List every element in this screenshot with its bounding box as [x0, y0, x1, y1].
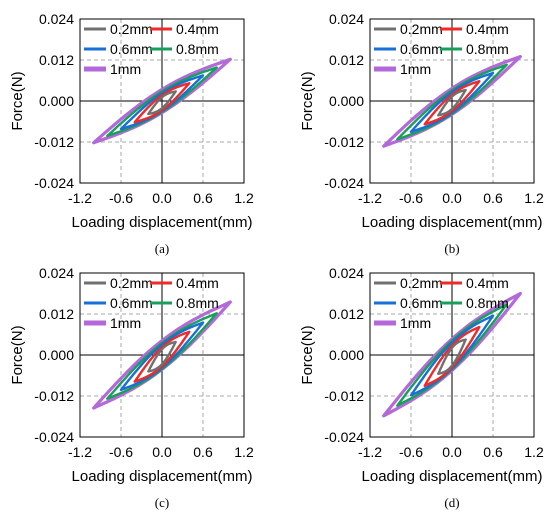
legend-label: 0.8mm	[176, 41, 219, 57]
y-tick-label: 0.012	[329, 52, 364, 68]
y-tick-label: 0.000	[39, 347, 74, 363]
x-tick-label: -0.6	[399, 444, 423, 460]
x-tick-label: 1.2	[524, 444, 544, 460]
legend-label: 0.4mm	[176, 275, 219, 291]
legend-label: 0.4mm	[466, 275, 509, 291]
legend-label: 1mm	[400, 61, 431, 77]
loop-series-0-2mm	[147, 340, 177, 373]
legend-label: 0.2mm	[400, 21, 443, 37]
y-tick-label: 0.000	[329, 347, 364, 363]
y-tick-label: 0.024	[329, 265, 364, 281]
x-tick-label: -1.2	[68, 190, 92, 206]
legend-label: 0.6mm	[400, 295, 443, 311]
legend-label: 0.8mm	[466, 41, 509, 57]
loop-series-0-4mm	[133, 82, 191, 124]
legend-label: 0.6mm	[400, 41, 443, 57]
panel-caption: (d)	[444, 495, 459, 510]
y-tick-label: -0.012	[324, 134, 364, 150]
y-tick-label: 0.024	[329, 11, 364, 27]
chart-panel-d: 0.024 0.012 0.000 -0.012 -0.024-1.2 -0.6 0.0 0.…	[299, 265, 544, 510]
x-tick-label: 0.0	[442, 444, 462, 460]
x-tick-label: -0.6	[109, 190, 133, 206]
legend: 0.2mm 0.4mm 0.6mm 0.8mm 1mm	[374, 21, 509, 77]
x-tick-label: 0.6	[193, 190, 213, 206]
x-tick-label: 0.6	[483, 190, 503, 206]
x-axis-label: Loading displacement(mm)	[72, 468, 253, 485]
panel-caption: (a)	[155, 241, 169, 256]
x-tick-label: 1.2	[234, 190, 254, 206]
loop-series-0-6mm	[119, 321, 205, 392]
x-tick-label: 0.0	[152, 190, 172, 206]
y-tick-label: 0.024	[39, 265, 74, 281]
y-tick-label: 0.000	[39, 93, 74, 109]
y-tick-label: -0.024	[324, 429, 364, 445]
x-tick-label: -1.2	[358, 190, 382, 206]
y-axis-label: Force(N)	[299, 325, 316, 384]
y-tick-label: 0.012	[39, 306, 74, 322]
legend-label: 0.2mm	[110, 21, 153, 37]
y-axis-label: Force(N)	[9, 71, 26, 130]
loop-series-0-4mm	[423, 80, 481, 126]
legend-label: 0.6mm	[110, 41, 153, 57]
legend-label: 0.8mm	[466, 295, 509, 311]
legend: 0.2mm 0.4mm 0.6mm 0.8mm 1mm	[84, 21, 219, 77]
x-axis-label: Loading displacement(mm)	[72, 214, 253, 231]
legend: 0.2mm 0.4mm 0.6mm 0.8mm 1mm	[84, 275, 219, 331]
y-tick-label: 0.024	[39, 11, 74, 27]
loop-series-0-2mm	[147, 90, 177, 116]
loop-series-0-2mm	[437, 338, 467, 375]
panel-caption: (c)	[155, 495, 169, 510]
x-tick-label: 0.6	[193, 444, 213, 460]
x-tick-label: -1.2	[358, 444, 382, 460]
x-tick-label: 1.2	[524, 190, 544, 206]
legend-label: 0.6mm	[110, 295, 153, 311]
loop-series-0-4mm	[133, 330, 191, 383]
loop-series-0-8mm	[106, 312, 218, 400]
legend-label: 1mm	[110, 61, 141, 77]
x-tick-label: 0.6	[483, 444, 503, 460]
y-tick-label: -0.012	[324, 388, 364, 404]
loop-series-0-4mm	[423, 325, 481, 387]
legend-label: 1mm	[110, 315, 141, 331]
legend-label: 0.4mm	[176, 21, 219, 37]
loop-series-0-2mm	[437, 88, 467, 117]
y-tick-label: -0.024	[34, 429, 74, 445]
x-tick-label: 1.2	[234, 444, 254, 460]
y-tick-label: -0.024	[34, 175, 74, 191]
legend: 0.2mm 0.4mm 0.6mm 0.8mm 1mm	[374, 275, 509, 331]
legend-label: 0.2mm	[400, 275, 443, 291]
chart-panel-b: 0.024 0.012 0.000 -0.012 -0.024-1.2 -0.6 0.0 0.…	[299, 11, 544, 256]
x-axis-label: Loading displacement(mm)	[362, 214, 543, 231]
y-tick-label: 0.000	[329, 93, 364, 109]
x-tick-label: 0.0	[152, 444, 172, 460]
loop-series-0-6mm	[409, 71, 495, 133]
y-tick-label: 0.012	[329, 306, 364, 322]
legend-label: 1mm	[400, 315, 431, 331]
x-axis-label: Loading displacement(mm)	[362, 468, 543, 485]
panel-caption: (b)	[444, 241, 459, 256]
chart-panel-c: 0.024 0.012 0.000 -0.012 -0.024-1.2 -0.6 0.0 0.…	[9, 265, 254, 510]
x-tick-label: -0.6	[399, 190, 423, 206]
y-tick-label: -0.012	[34, 134, 74, 150]
legend-label: 0.4mm	[466, 21, 509, 37]
x-tick-label: -0.6	[109, 444, 133, 460]
x-tick-label: 0.0	[442, 190, 462, 206]
legend-label: 0.8mm	[176, 295, 219, 311]
y-tick-label: -0.012	[34, 388, 74, 404]
y-tick-label: 0.012	[39, 52, 74, 68]
legend-label: 0.2mm	[110, 275, 153, 291]
y-axis-label: Force(N)	[299, 71, 316, 130]
chart-panel-a: 0.024 0.012 0.000 -0.012 -0.024-1.2 -0.6 0.0 0.…	[9, 11, 254, 256]
y-axis-label: Force(N)	[9, 325, 26, 384]
x-tick-label: -1.2	[68, 444, 92, 460]
y-tick-label: -0.024	[324, 175, 364, 191]
